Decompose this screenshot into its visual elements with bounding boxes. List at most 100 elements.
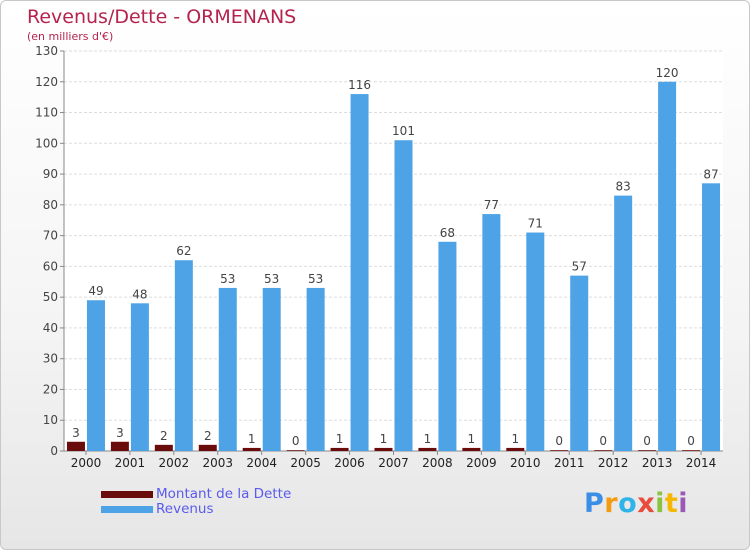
x-tick-label: 2005: [290, 456, 321, 470]
debt-value-label: 2: [204, 429, 212, 443]
revenue-value-label: 57: [572, 260, 587, 274]
revenue-bar: [174, 260, 193, 451]
debt-value-label: 0: [292, 434, 300, 448]
logo-letter: i: [678, 488, 689, 519]
debt-bar: [154, 444, 173, 451]
legend-item-revenue: Revenus: [101, 502, 291, 517]
y-tick-label: 80: [43, 198, 58, 212]
legend: Montant de la Dette Revenus: [101, 487, 291, 517]
y-tick-label: 30: [43, 352, 58, 366]
revenue-value-label: 62: [176, 244, 191, 258]
debt-bar: [594, 450, 613, 451]
x-tick-label: 2014: [686, 456, 717, 470]
legend-item-debt: Montant de la Dette: [101, 487, 291, 502]
y-tick-label: 0: [50, 444, 58, 458]
debt-bar: [418, 447, 437, 451]
revenue-value-label: 48: [132, 287, 147, 301]
revenue-bar: [614, 195, 633, 451]
revenue-value-label: 101: [392, 124, 415, 138]
debt-value-label: 3: [72, 426, 80, 440]
y-tick-label: 70: [43, 229, 58, 243]
y-tick-label: 50: [43, 290, 58, 304]
debt-value-label: 1: [248, 432, 256, 446]
revenue-bar: [86, 300, 105, 451]
legend-label-revenue: Revenus: [156, 501, 214, 517]
revenue-value-label: 71: [528, 217, 543, 231]
revenue-value-label: 49: [88, 284, 103, 298]
revenue-bar: [218, 287, 237, 451]
debt-bar: [374, 447, 393, 451]
chart-title: Revenus/Dette - ORMENANS: [27, 6, 297, 28]
debt-value-label: 1: [336, 432, 344, 446]
x-tick-label: 2008: [422, 456, 453, 470]
debt-bar: [198, 444, 217, 451]
revenue-value-label: 83: [616, 180, 631, 194]
debt-value-label: 0: [555, 434, 563, 448]
y-tick-label: 130: [35, 44, 58, 58]
logo-letter: r: [604, 488, 619, 519]
debt-bar: [638, 450, 657, 451]
debt-value-label: 3: [116, 426, 124, 440]
revenue-value-label: 53: [220, 272, 235, 286]
x-tick-label: 2000: [71, 456, 102, 470]
debt-bar: [286, 450, 305, 451]
debt-value-label: 1: [468, 432, 476, 446]
revenue-bar: [482, 214, 501, 451]
debt-value-label: 0: [643, 434, 651, 448]
debt-bar: [506, 447, 525, 451]
x-tick-label: 2002: [159, 456, 190, 470]
x-tick-label: 2010: [510, 456, 541, 470]
x-tick-label: 2007: [378, 456, 409, 470]
y-tick-label: 100: [35, 136, 58, 150]
debt-bar: [330, 447, 349, 451]
revenue-value-label: 53: [264, 272, 279, 286]
debt-bar: [462, 447, 481, 451]
y-tick-label: 90: [43, 167, 58, 181]
logo-letter: i: [655, 488, 665, 519]
revenue-bar: [570, 275, 589, 451]
debt-bar: [110, 441, 129, 451]
revenue-value-label: 68: [440, 226, 455, 240]
legend-swatch-debt: [101, 491, 153, 498]
y-tick-label: 60: [43, 259, 58, 273]
debt-bar: [66, 441, 85, 451]
x-tick-label: 2006: [334, 456, 365, 470]
plot-area: [64, 51, 723, 451]
x-tick-label: 2003: [202, 456, 233, 470]
x-tick-label: 2013: [642, 456, 673, 470]
x-tick-label: 2011: [554, 456, 585, 470]
revenue-value-label: 87: [703, 167, 718, 181]
legend-swatch-revenue: [101, 506, 153, 513]
y-tick-label: 110: [35, 106, 58, 120]
x-tick-label: 2004: [246, 456, 277, 470]
x-tick-label: 2009: [466, 456, 497, 470]
revenue-bar: [350, 94, 369, 452]
revenue-bar: [394, 140, 413, 451]
debt-value-label: 2: [160, 429, 168, 443]
logo-letter: t: [664, 488, 679, 519]
revenue-value-label: 53: [308, 272, 323, 286]
x-tick-label: 2001: [115, 456, 146, 470]
revenue-bar: [306, 287, 325, 451]
revenue-bar: [262, 287, 281, 451]
debt-bar: [242, 447, 261, 451]
revenue-bar: [438, 241, 457, 451]
debt-value-label: 1: [511, 432, 519, 446]
y-tick-label: 40: [43, 321, 58, 335]
revenue-bar: [658, 81, 677, 452]
proxiti-logo: Proxiti: [584, 488, 688, 519]
debt-value-label: 1: [424, 432, 432, 446]
revenue-bar: [702, 183, 721, 452]
debt-value-label: 0: [599, 434, 607, 448]
y-tick-label: 120: [35, 75, 58, 89]
revenue-value-label: 77: [484, 198, 499, 212]
debt-value-label: 0: [687, 434, 695, 448]
debt-value-label: 1: [380, 432, 388, 446]
revenue-value-label: 116: [348, 78, 371, 92]
revenue-bar: [526, 232, 545, 451]
logo-letter: o: [618, 488, 638, 519]
y-tick-label: 20: [43, 382, 58, 396]
chart-subtitle: (en milliers d'€): [27, 30, 114, 43]
